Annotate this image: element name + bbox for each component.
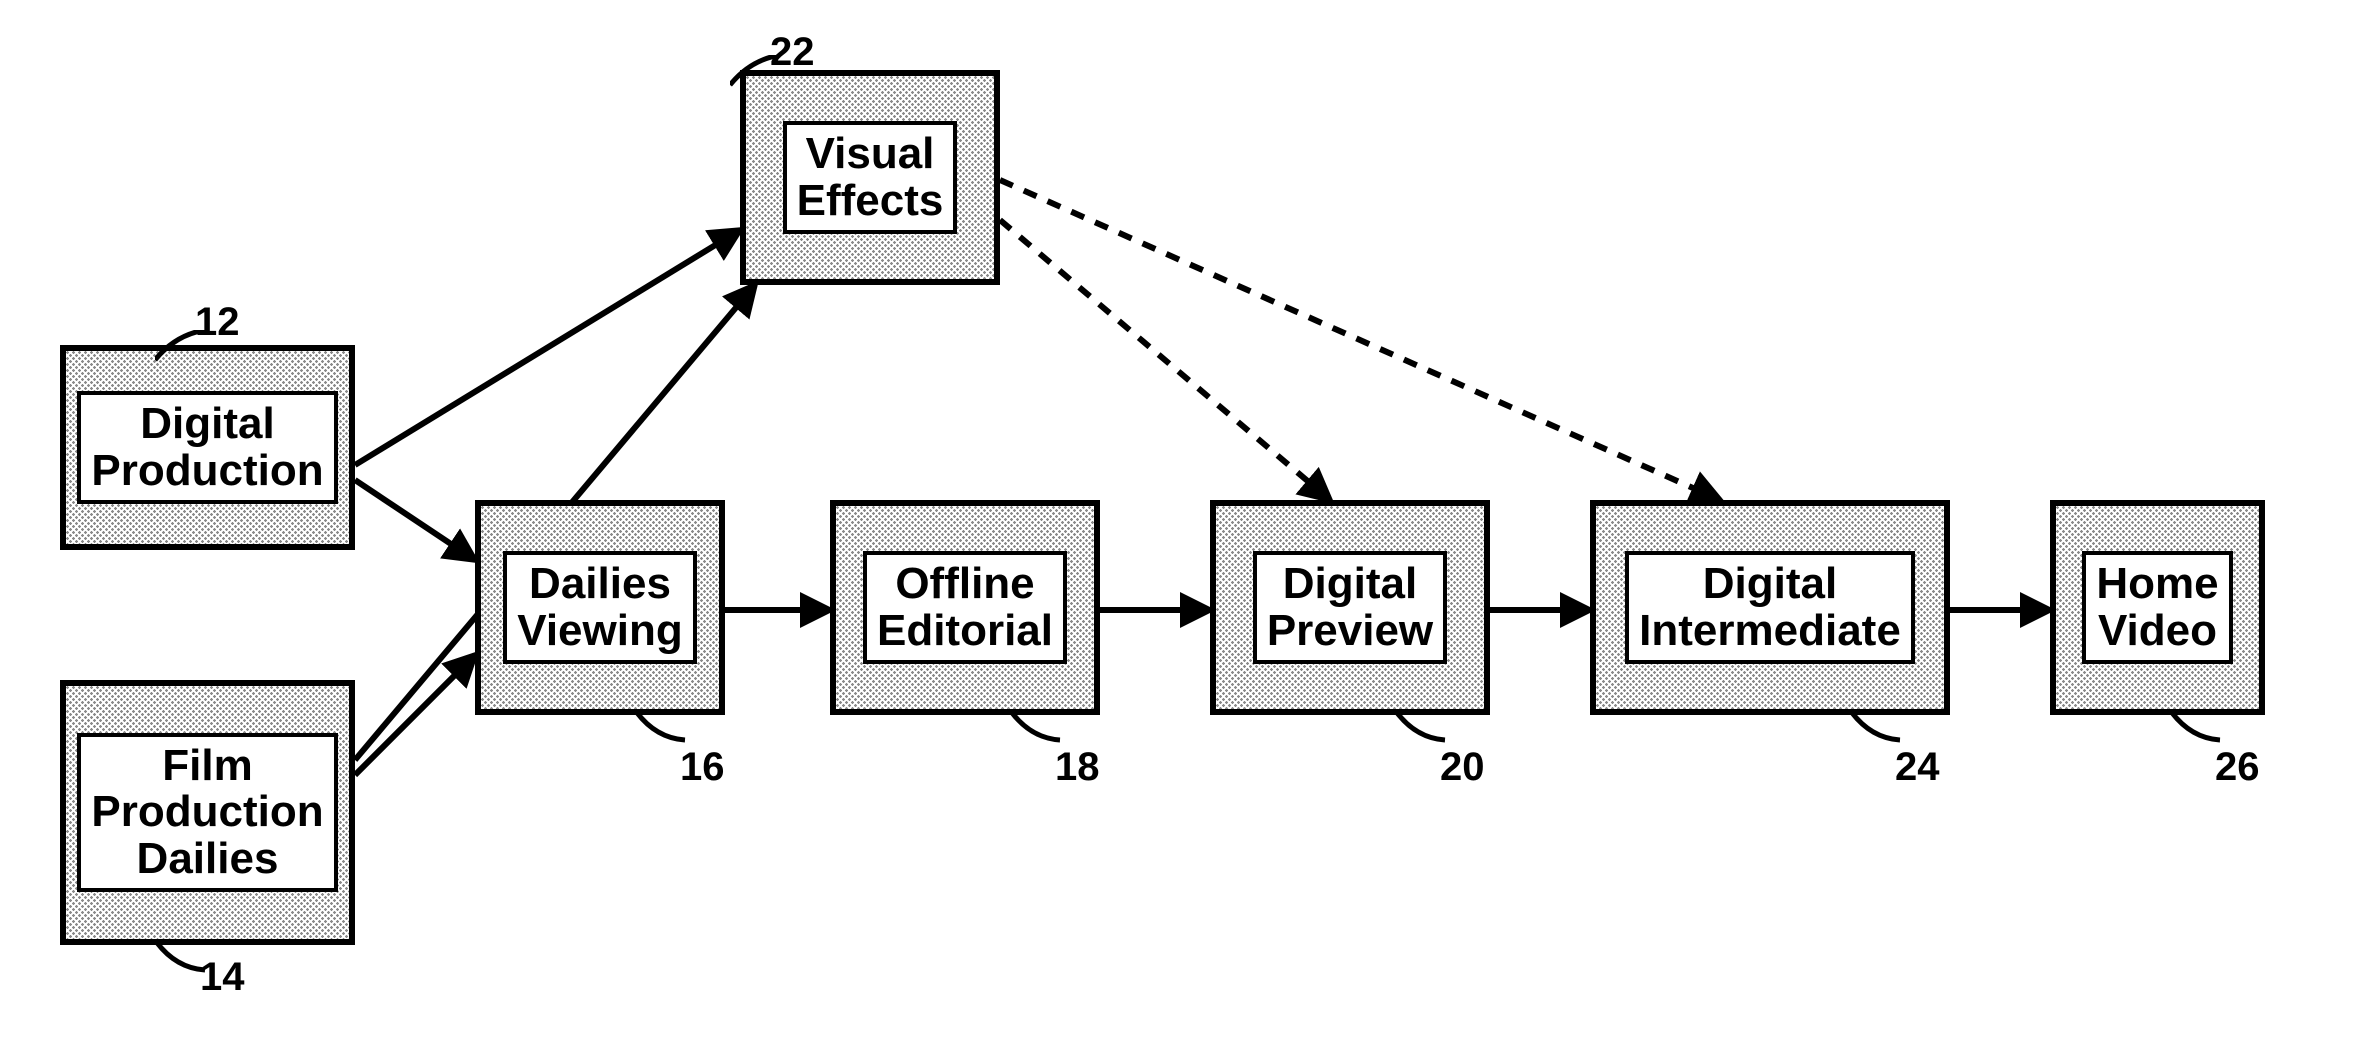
node-digital-intermediate: Digital Intermediate: [1590, 500, 1950, 715]
flowchart-canvas: Digital Production Film Production Daili…: [0, 0, 2370, 1043]
arrows-layer: [0, 0, 2370, 1043]
ref-connector: [1850, 710, 1905, 745]
label-line: Video: [2098, 606, 2217, 655]
ref-number: 20: [1440, 745, 1485, 790]
label-line: Editorial: [877, 606, 1053, 655]
label-line: Viewing: [517, 606, 682, 655]
ref-connector: [1395, 710, 1450, 745]
node-label: Digital Preview: [1253, 551, 1447, 663]
label-line: Digital: [1283, 559, 1417, 608]
node-digital-production: Digital Production: [60, 345, 355, 550]
node-home-video: Home Video: [2050, 500, 2265, 715]
ref-number: 22: [770, 30, 815, 75]
node-film-production-dailies: Film Production Dailies: [60, 680, 355, 945]
label-line: Production: [91, 446, 323, 495]
node-label: Digital Intermediate: [1625, 551, 1915, 663]
ref-connector: [1010, 710, 1065, 745]
label-line: Intermediate: [1639, 606, 1901, 655]
label-line: Dailies: [529, 559, 671, 608]
label-line: Visual: [806, 129, 935, 178]
node-label: Home Video: [2082, 551, 2232, 663]
ref-number: 26: [2215, 745, 2260, 790]
ref-connector: [2170, 710, 2225, 745]
node-label: Dailies Viewing: [503, 551, 696, 663]
label-line: Film: [162, 741, 252, 790]
node-visual-effects: Visual Effects: [740, 70, 1000, 285]
ref-connector: [635, 710, 690, 745]
label-line: Preview: [1267, 606, 1433, 655]
node-label: Visual Effects: [783, 121, 958, 233]
label-line: Digital: [1703, 559, 1837, 608]
ref-number: 16: [680, 745, 725, 790]
ref-number: 24: [1895, 745, 1940, 790]
ref-number: 14: [200, 955, 245, 1000]
node-label: Offline Editorial: [863, 551, 1067, 663]
label-line: Digital: [140, 399, 274, 448]
node-label: Film Production Dailies: [77, 733, 337, 892]
label-line: Production: [91, 787, 323, 836]
ref-number: 18: [1055, 745, 1100, 790]
label-line: Home: [2096, 559, 2218, 608]
label-line: Offline: [895, 559, 1034, 608]
node-digital-preview: Digital Preview: [1210, 500, 1490, 715]
node-offline-editorial: Offline Editorial: [830, 500, 1100, 715]
label-line: Effects: [797, 176, 944, 225]
node-dailies-viewing: Dailies Viewing: [475, 500, 725, 715]
node-label: Digital Production: [77, 391, 337, 503]
label-line: Dailies: [137, 834, 279, 883]
ref-number: 12: [195, 300, 240, 345]
